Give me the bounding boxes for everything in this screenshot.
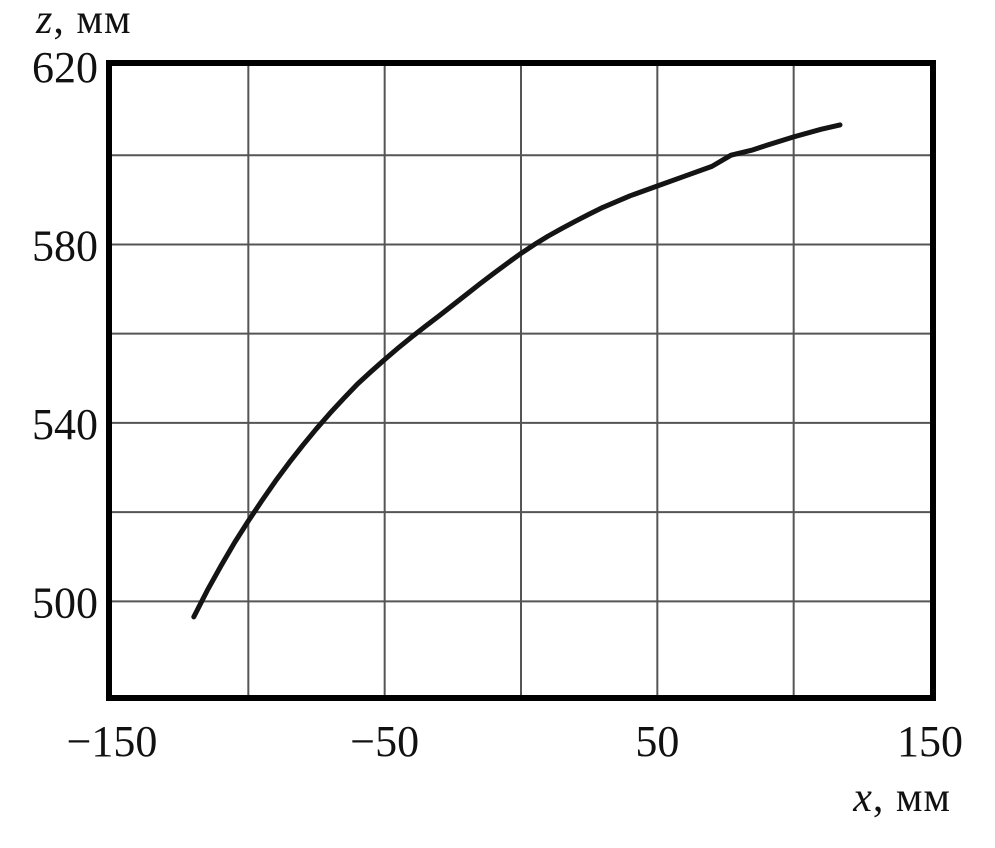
plot-border [106,60,936,701]
y-tick-label: 540 [32,400,98,449]
y-tick-label: 620 [32,43,98,92]
x-axis-unit: , мм [872,775,951,821]
x-axis-variable: x [853,775,873,821]
data-curve [191,122,843,620]
x-axis-title: x, мм [853,774,951,822]
x-tick-label: −150 [67,717,158,766]
y-tick-label: 580 [32,221,98,270]
x-tick-label: 50 [635,717,679,766]
y-axis-unit: , мм [53,0,132,43]
y-tick-label: 500 [32,578,98,627]
x-tick-label: 150 [897,717,963,766]
x-tick-label: −50 [350,717,419,766]
y-axis-title: z, мм [36,0,132,44]
y-axis-variable: z [36,0,54,43]
